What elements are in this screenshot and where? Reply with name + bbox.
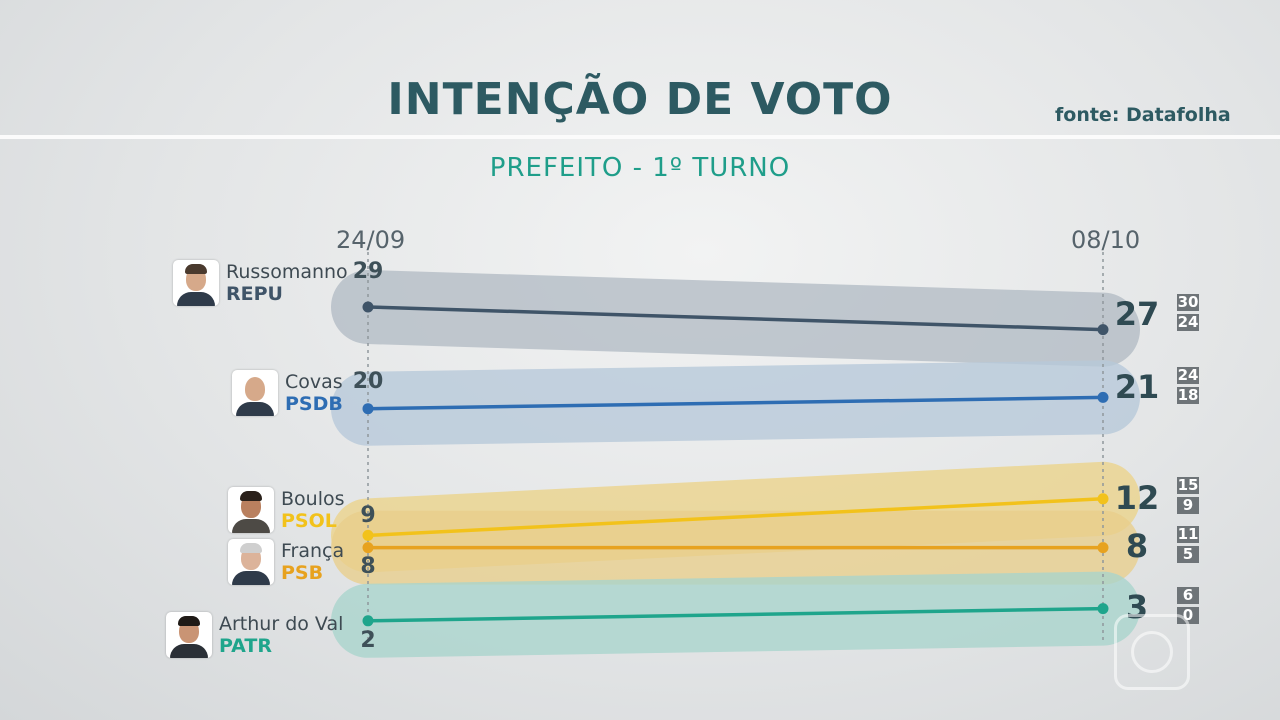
range-low-box: 5: [1177, 546, 1199, 563]
data-point: [362, 403, 374, 415]
data-point: [1097, 324, 1109, 336]
data-point: [1097, 542, 1109, 554]
data-label-start: 8: [360, 554, 375, 579]
data-label-end: 21: [1115, 368, 1160, 406]
candidate-photo: [173, 260, 219, 306]
candidate-party: REPU: [226, 283, 283, 305]
candidate-name: Arthur do Val: [219, 613, 344, 635]
range-low-box: 9: [1177, 497, 1199, 514]
candidate-photo: [228, 487, 274, 533]
candidate-party: PATR: [219, 635, 273, 657]
range-low-box: 24: [1177, 313, 1199, 331]
range-high-box: 6: [1177, 587, 1199, 604]
candidate-boulos: Boulos PSOL: [228, 487, 345, 533]
range-high-box: 11: [1177, 525, 1199, 543]
candidate-party: PSDB: [285, 393, 343, 415]
candidate-photo: [232, 370, 278, 416]
candidate-name: Boulos: [281, 488, 345, 510]
candidate-photo: [228, 539, 274, 585]
range-high-box: 30: [1177, 293, 1199, 311]
candidate-name: Russomanno: [226, 261, 348, 283]
data-label-start: 2: [360, 628, 375, 653]
data-label-end: 12: [1115, 479, 1160, 517]
source-label: fonte: Datafolha: [1055, 104, 1231, 126]
data-point: [362, 529, 374, 541]
candidate-name: Covas: [285, 371, 343, 393]
x-tick-label-end: 08/10: [1071, 226, 1141, 254]
range-low-box: 18: [1177, 386, 1199, 404]
range-high-box: 24: [1177, 366, 1199, 384]
header-divider: [0, 135, 1280, 139]
candidate-franca: França PSB: [228, 539, 344, 585]
candidate-covas: Covas PSDB: [232, 370, 343, 416]
range-high-box: 15: [1177, 476, 1199, 494]
x-tick-label-start: 24/09: [336, 226, 406, 254]
candidate-party: PSOL: [281, 510, 337, 532]
data-label-start: 20: [353, 369, 384, 394]
data-point: [362, 615, 374, 627]
series-line-arthur-do-val: [367, 606, 1104, 623]
data-point: [362, 301, 374, 313]
candidate-arthur-do-val: Arthur do Val PATR: [166, 612, 343, 658]
data-point: [1097, 603, 1109, 615]
broadcaster-logo: [1114, 614, 1190, 690]
series-line-covas: [367, 395, 1104, 411]
data-label-start: 29: [353, 259, 384, 284]
candidate-party: PSB: [281, 562, 324, 584]
candidate-russomanno: Russomanno REPU: [173, 260, 348, 306]
data-point: [362, 542, 374, 554]
data-label-end: 27: [1115, 295, 1160, 333]
candidate-name: França: [281, 540, 345, 562]
candidate-photo: [166, 612, 212, 658]
data-label-end: 8: [1126, 527, 1148, 565]
chart-title: INTENÇÃO DE VOTO: [387, 74, 893, 125]
data-point: [1097, 493, 1109, 505]
data-point: [1097, 391, 1109, 403]
data-label-start: 9: [360, 503, 375, 528]
series-line-boulos: [367, 497, 1104, 538]
chart-subtitle: PREFEITO - 1º TURNO: [489, 153, 791, 183]
series-line-russomanno: [367, 305, 1104, 332]
